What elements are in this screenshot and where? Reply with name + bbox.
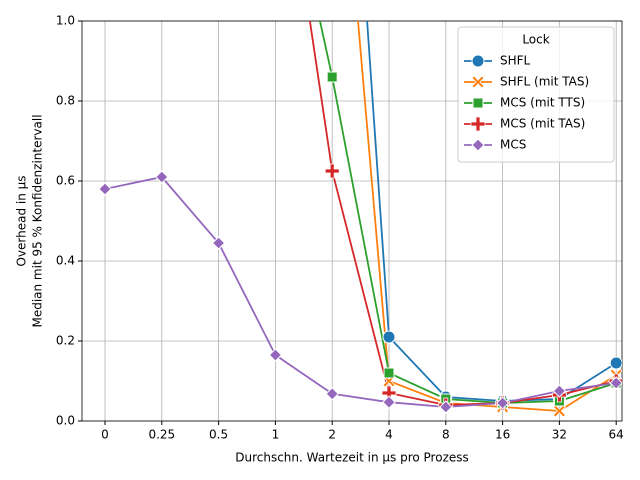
data-point	[609, 376, 622, 390]
data-point	[211, 236, 226, 250]
plot-frame	[81, 20, 623, 422]
y-axis-label: Median mit 95 % Konfidenzintervall	[31, 114, 45, 327]
x-tick-label: 2	[328, 428, 336, 442]
legend-marker	[472, 97, 484, 109]
x-tick-label: 16	[495, 428, 510, 442]
legend-label: SHFL (mit TAS)	[500, 75, 589, 89]
data-point	[552, 404, 566, 418]
data-point	[439, 400, 453, 414]
legend-marker	[471, 75, 485, 89]
x-tick-label: 4	[385, 428, 393, 442]
data-point	[325, 387, 339, 401]
legend-box	[457, 26, 615, 163]
data-point	[609, 356, 622, 370]
data-point	[382, 330, 396, 344]
y-tick-label: 0.8	[56, 94, 75, 108]
x-tick-label: 0	[101, 428, 109, 442]
x-axis-label: Durchschn. Wartezeit in µs pro Prozess	[235, 451, 469, 465]
legend-label: MCS (mit TAS)	[500, 117, 585, 131]
x-tick-label: 8	[442, 428, 450, 442]
legend-marker	[471, 138, 485, 152]
data-point	[552, 384, 567, 398]
x-tick-label: 1	[272, 428, 280, 442]
x-tick-label: 64	[609, 428, 624, 442]
data-point	[268, 348, 283, 362]
y-tick-label: 1.0	[56, 14, 75, 28]
y-tick-label: 0.0	[56, 414, 75, 428]
y-axis-label: Overhead in µs	[15, 175, 29, 266]
legend-marker	[470, 116, 486, 132]
data-point	[383, 367, 395, 379]
data-point	[382, 395, 396, 409]
plot-area	[98, 21, 622, 418]
data-point	[98, 182, 112, 196]
legend-label: MCS (mit TTS)	[500, 96, 585, 110]
data-point	[495, 396, 510, 410]
data-point	[326, 71, 338, 83]
legend-title: Lock	[522, 33, 549, 47]
data-point	[155, 170, 169, 184]
series-line	[104, 176, 617, 408]
legend-label: SHFL	[500, 54, 531, 68]
x-tick-label: 0.5	[209, 428, 228, 442]
y-tick-label: 0.2	[56, 334, 75, 348]
x-tick-label: 32	[552, 428, 567, 442]
x-tick-label: 0.25	[148, 428, 175, 442]
y-tick-label: 0.6	[56, 174, 75, 188]
legend-label: MCS	[500, 138, 526, 152]
data-point	[324, 163, 340, 179]
legend-marker	[471, 54, 485, 68]
y-tick-label: 0.4	[56, 254, 75, 268]
